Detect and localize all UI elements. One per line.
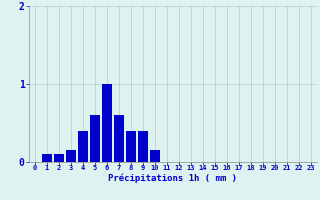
Bar <box>66 150 76 162</box>
Bar <box>114 115 124 162</box>
Bar <box>54 154 64 162</box>
Bar <box>102 84 112 162</box>
X-axis label: Précipitations 1h ( mm ): Précipitations 1h ( mm ) <box>108 174 237 183</box>
Bar <box>126 131 136 162</box>
Bar <box>150 150 160 162</box>
Bar <box>42 154 52 162</box>
Bar <box>138 131 148 162</box>
Bar <box>90 115 100 162</box>
Bar <box>78 131 88 162</box>
